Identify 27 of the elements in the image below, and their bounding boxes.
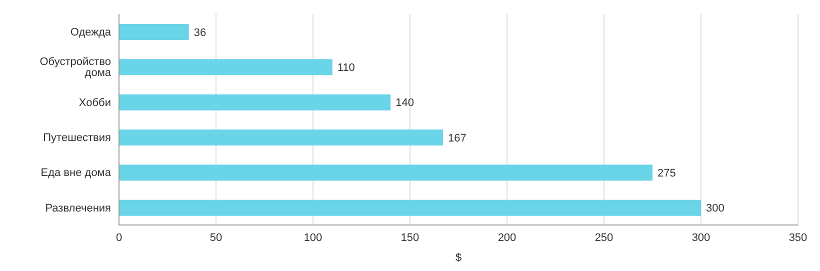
x-tick-label: 250: [594, 232, 614, 244]
y-tick-label: Еда вне дома: [40, 167, 112, 180]
data-label: 140: [396, 97, 414, 110]
data-label: 167: [448, 132, 466, 144]
x-tick-label: 200: [498, 232, 516, 244]
y-tick-label: Хобби: [78, 96, 111, 109]
data-label: 110: [337, 62, 355, 74]
y-tick-label: Развлечения: [45, 202, 112, 214]
x-tick-label: 150: [400, 232, 420, 244]
x-tick-label: 350: [788, 232, 808, 244]
y-tick-label: Путешествия: [43, 132, 112, 144]
bar: [119, 130, 443, 146]
x-axis-title: $: [455, 252, 462, 264]
y-tick-label: Обустройство дома: [40, 56, 112, 80]
bar: [119, 24, 189, 40]
x-tick-label: 100: [304, 232, 322, 244]
bar: [119, 59, 332, 76]
data-label: 36: [194, 26, 206, 39]
x-tick-label: 300: [692, 232, 710, 244]
bar: [119, 200, 701, 216]
x-tick-label: 50: [210, 232, 222, 244]
bar: [119, 94, 391, 110]
bar: [119, 164, 652, 181]
y-tick-label: Одежда: [70, 26, 112, 38]
x-tick-label: 0: [116, 232, 122, 244]
data-label: 300: [706, 202, 724, 215]
data-label: 275: [658, 168, 676, 180]
